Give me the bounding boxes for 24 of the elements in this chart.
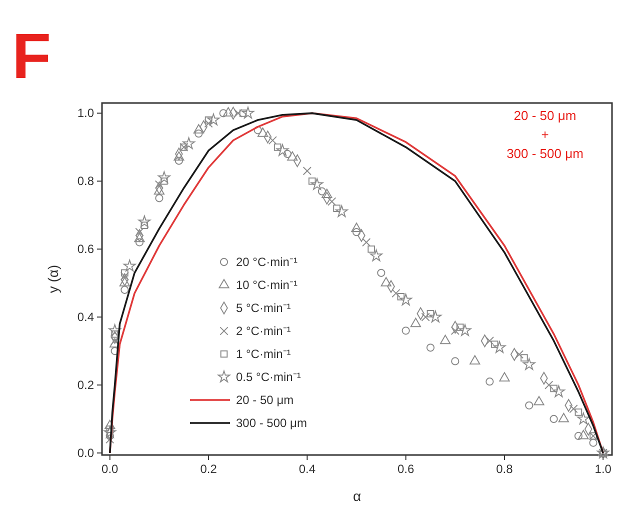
y-tick-label: 0.8: [77, 174, 94, 188]
y-tick-label: 0.4: [77, 310, 94, 324]
x-tick-label: 0.2: [200, 462, 218, 476]
y-axis-title: y (α): [45, 264, 61, 294]
y-tick-label: 0.2: [77, 378, 94, 392]
legend-label: 1 °C·min⁻¹: [236, 347, 291, 361]
legend-label: 20 - 50 μm: [236, 393, 294, 407]
annotation: 20 - 50 μm + 300 - 500 μm: [506, 108, 584, 161]
x-tick-label: 1.0: [594, 462, 612, 476]
legend-label: 300 - 500 μm: [236, 416, 307, 430]
chart-title: F: [12, 20, 52, 92]
y-tick-label: 0.0: [77, 446, 94, 460]
y-tick-label: 1.0: [77, 106, 94, 120]
legend-label: 0.5 °C·min⁻¹: [236, 370, 301, 384]
x-axis-title: α: [352, 488, 362, 504]
legend-label: 20 °C·min⁻¹: [236, 255, 298, 269]
legend-label: 10 °C·min⁻¹: [236, 278, 298, 292]
x-tick-label: 0.8: [496, 462, 514, 476]
x-tick-label: 0.6: [397, 462, 414, 476]
legend-label: 5 °C·min⁻¹: [236, 301, 291, 315]
x-tick-label: 0.0: [102, 462, 119, 476]
legend-label: 2 °C·min⁻¹: [236, 324, 291, 338]
x-tick-label: 0.4: [298, 462, 316, 476]
y-tick-label: 0.6: [77, 242, 94, 256]
